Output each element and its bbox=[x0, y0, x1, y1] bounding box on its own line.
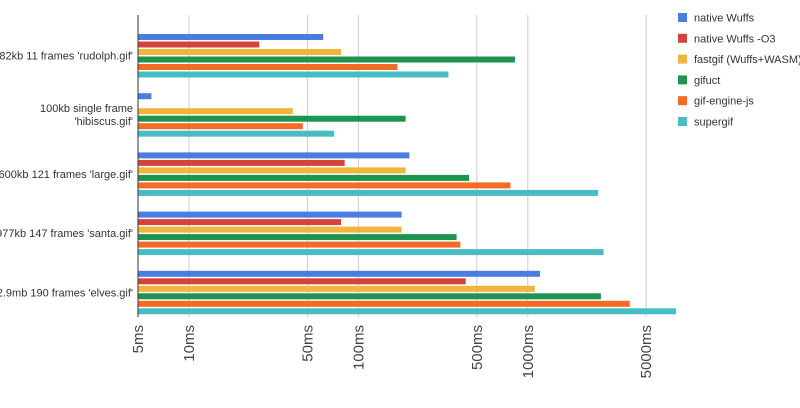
legend-swatch-native-wuffs-o3 bbox=[678, 33, 687, 43]
bar-gif-engine-js-1 bbox=[138, 123, 303, 130]
category-label-1-line-0: 100kb single frame bbox=[40, 103, 133, 115]
bar-native-wuffs-2 bbox=[138, 152, 410, 159]
tick-label-100ms: 100ms bbox=[350, 325, 367, 370]
legend-label-native-wuffs-o3: native Wuffs -O3 bbox=[694, 33, 776, 45]
bar-fastgif-wuffs-wasm--1 bbox=[138, 108, 293, 115]
legend-swatch-supergif bbox=[678, 117, 687, 126]
legend-label-native-wuffs: native Wuffs bbox=[694, 13, 755, 25]
bar-fastgif-wuffs-wasm--4 bbox=[138, 285, 535, 292]
tick-label-10ms: 10ms bbox=[181, 325, 198, 362]
category-label-1-line-1: 'hibiscus.gif' bbox=[74, 116, 133, 128]
bar-fastgif-wuffs-wasm--3 bbox=[138, 226, 402, 233]
legend-swatch-gif-engine-js bbox=[678, 96, 687, 106]
bar-native-wuffs-o3-2 bbox=[138, 159, 345, 166]
bar-gifuct-1 bbox=[138, 115, 406, 122]
bar-gif-engine-js-4 bbox=[138, 300, 630, 307]
category-labels: 82kb 11 frames 'rudolph.gif' 100kb single… bbox=[0, 51, 133, 300]
bar-fastgif-wuffs-wasm--2 bbox=[138, 167, 406, 174]
legend-swatch-fastgif-wuffs-wasm- bbox=[678, 54, 687, 64]
legend-label-gifuct: gifuct bbox=[694, 75, 720, 87]
bar-native-wuffs-1 bbox=[138, 93, 152, 100]
bar-gifuct-0 bbox=[138, 56, 515, 63]
bar-gifuct-4 bbox=[138, 293, 601, 300]
bar-fastgif-wuffs-wasm--0 bbox=[138, 49, 342, 55]
tick-label-1000ms: 1000ms bbox=[520, 325, 537, 378]
tick-label-500ms: 500ms bbox=[469, 325, 486, 370]
bars bbox=[138, 34, 677, 315]
bar-native-wuffs-o3-4 bbox=[138, 278, 466, 285]
category-label-2: 600kb 121 frames 'large.gif' bbox=[0, 169, 133, 181]
bar-native-wuffs-o3-0 bbox=[138, 41, 260, 48]
bar-native-wuffs-o3-3 bbox=[138, 219, 342, 226]
bar-supergif-4 bbox=[138, 308, 677, 315]
bar-supergif-2 bbox=[138, 189, 599, 196]
bar-gifuct-3 bbox=[138, 234, 457, 241]
category-label-0: 82kb 11 frames 'rudolph.gif' bbox=[0, 51, 133, 63]
bar-supergif-0 bbox=[138, 71, 449, 78]
legend-label-gif-engine-js: gif-engine-js bbox=[694, 96, 754, 108]
bar-gif-engine-js-2 bbox=[138, 182, 511, 189]
bar-gifuct-2 bbox=[138, 174, 470, 181]
category-label-3: 977kb 147 frames 'santa.gif' bbox=[0, 228, 133, 240]
legend-label-fastgif-wuffs-wasm-: fastgif (Wuffs+WASM) bbox=[694, 54, 800, 66]
legend: native Wuffs native Wuffs -O3 fastgif (Wuf… bbox=[678, 13, 800, 129]
bar-gif-engine-js-3 bbox=[138, 241, 461, 248]
bar-native-wuffs-0 bbox=[138, 34, 324, 40]
legend-swatch-gifuct bbox=[678, 75, 687, 85]
bar-supergif-1 bbox=[138, 130, 335, 137]
tick-labels: 5ms 10ms 50ms 100ms 500ms 1000ms 5000ms bbox=[130, 325, 655, 378]
tick-label-5ms: 5ms bbox=[130, 325, 147, 353]
legend-label-supergif: supergif bbox=[694, 117, 734, 129]
bar-native-wuffs-3 bbox=[138, 211, 402, 218]
tick-label-5000ms: 5000ms bbox=[638, 325, 655, 378]
bar-gif-engine-js-0 bbox=[138, 64, 398, 70]
tick-label-50ms: 50ms bbox=[299, 325, 316, 362]
bar-supergif-3 bbox=[138, 249, 604, 256]
legend-swatch-native-wuffs bbox=[678, 13, 687, 22]
category-label-4: 2.9mb 190 frames 'elves.gif' bbox=[0, 287, 133, 299]
bar-native-wuffs-4 bbox=[138, 270, 540, 277]
